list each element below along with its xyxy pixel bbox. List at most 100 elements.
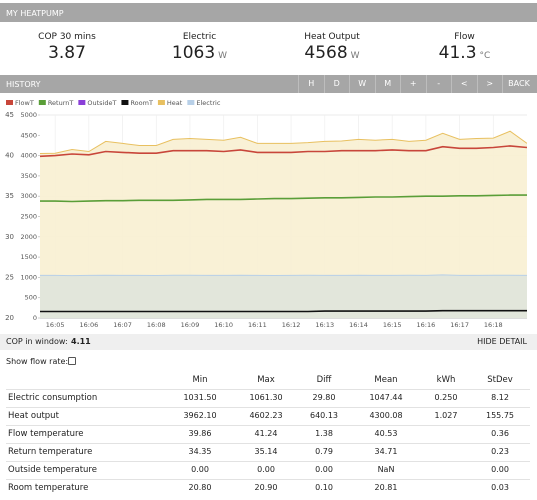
history-title: HISTORY — [6, 80, 41, 89]
y-tick-label: 35 — [5, 192, 14, 200]
x-tick-label: 16:08 — [147, 321, 166, 329]
cell: 1.027 — [434, 411, 458, 420]
x-tick-label: 16:13 — [315, 321, 334, 329]
x-tick-label: 16:18 — [484, 321, 503, 329]
cell: 0.00 — [191, 465, 209, 474]
y-tick-label: 30 — [5, 233, 14, 241]
column-header: Min — [192, 375, 208, 385]
x-tick-label: 16:11 — [248, 321, 267, 329]
row-separator — [6, 389, 530, 390]
cell: 34.71 — [374, 447, 398, 456]
cell: 1.38 — [315, 429, 333, 438]
cell: 155.75 — [486, 411, 514, 420]
cell: 8.12 — [491, 393, 509, 402]
cell: 0.00 — [491, 465, 509, 474]
history-button[interactable]: H — [298, 75, 324, 93]
line — [40, 274, 527, 277]
cell: 41.24 — [254, 429, 278, 438]
stat-value: 1063 W — [140, 43, 260, 63]
row-separator — [6, 461, 530, 462]
history-bar: HISTORY H D W M + - < > BACK — [0, 75, 537, 93]
cell: 0.79 — [315, 447, 333, 456]
cell: 4602.23 — [249, 411, 283, 420]
x-tick-label: 16:07 — [113, 321, 132, 329]
y2-tick-label: 2500 — [20, 213, 37, 221]
row-label: Outside temperature — [8, 465, 97, 475]
y2-tick-label: 5000 — [20, 111, 37, 119]
x-tick-label: 16:10 — [214, 321, 233, 329]
cell: 39.86 — [188, 429, 212, 438]
cell: 0.03 — [491, 483, 509, 492]
stat-label: COP 30 mins — [38, 32, 96, 42]
legend-label: Heat — [167, 99, 183, 107]
cell: 35.14 — [254, 447, 278, 456]
cell: 1061.30 — [249, 393, 283, 402]
legend-label: OutsideT — [87, 99, 116, 107]
cell: 4300.08 — [369, 411, 403, 420]
history-button[interactable]: + — [400, 75, 426, 93]
legend-label: RoomT — [130, 99, 153, 107]
history-button[interactable]: W — [349, 75, 375, 93]
row-label: Return temperature — [8, 447, 93, 457]
history-button[interactable]: M — [374, 75, 401, 93]
y2-tick-label: 3000 — [20, 192, 37, 200]
line — [40, 194, 527, 203]
cell: 3962.10 — [183, 411, 217, 420]
stat-number: 3.87 — [48, 43, 86, 63]
column-header: Mean — [374, 375, 398, 385]
flow-rate-checkbox[interactable] — [68, 357, 76, 365]
chart: 20 25 30 35 40 45 0 500 1000 1500 2000 2500 3000 3500… — [5, 99, 527, 329]
cell: 40.53 — [374, 429, 398, 438]
y2-tick-label: 2000 — [20, 233, 37, 241]
show-flow-rate-label: Show flow rate: — [6, 357, 69, 366]
y2-tick-label: 4500 — [20, 131, 37, 139]
x-tick-label: 16:09 — [181, 321, 200, 329]
cop-value: 4.11 — [71, 337, 91, 346]
legend-swatch — [187, 100, 195, 105]
y-tick-label: 40 — [5, 152, 14, 160]
cell: 640.13 — [310, 411, 338, 420]
legend-swatch — [38, 100, 46, 105]
y2-tick-label: 1500 — [20, 253, 37, 261]
cell: 0.250 — [434, 393, 458, 402]
stat-number: 1063 — [171, 43, 216, 63]
area — [40, 274, 527, 318]
history-button[interactable]: BACK — [502, 75, 535, 93]
stat-unit: W — [218, 51, 228, 61]
y2-tick-label: 3500 — [20, 172, 37, 180]
y2-tick-label: 1000 — [20, 273, 37, 281]
column-header: StDev — [487, 375, 513, 385]
cell: 29.80 — [312, 393, 336, 402]
legend-label: ReturnT — [48, 99, 74, 107]
x-tick-label: 16:14 — [349, 321, 368, 329]
history-button[interactable]: - — [425, 75, 452, 93]
cell: 20.90 — [254, 483, 278, 492]
cell: 34.35 — [188, 447, 212, 456]
hide-detail-button[interactable]: HIDE DETAIL — [477, 337, 527, 346]
area — [40, 131, 527, 318]
row-separator — [6, 443, 530, 444]
cell: 1047.44 — [369, 393, 403, 402]
x-tick-label: 16:17 — [450, 321, 469, 329]
legend-label: Electric — [196, 99, 221, 107]
stat-label: Flow — [454, 32, 475, 42]
legend-swatch — [78, 100, 86, 105]
history-button[interactable]: < — [451, 75, 477, 93]
header-title: MY HEATPUMP — [6, 9, 64, 18]
history-button[interactable]: > — [476, 75, 503, 93]
stat-unit: W — [350, 51, 360, 61]
legend-swatch — [157, 100, 165, 105]
stat-unit: °C — [479, 51, 491, 61]
cell: 0.23 — [491, 447, 509, 456]
row-label: Heat output — [8, 411, 59, 421]
legend-swatch — [6, 100, 13, 105]
y-tick-label: 20 — [5, 314, 14, 322]
cell: 20.81 — [374, 483, 398, 492]
cell: 0.00 — [257, 465, 275, 474]
plot — [40, 130, 527, 318]
y2-tick-label: 500 — [25, 294, 37, 302]
x-tick-label: 16:05 — [46, 321, 65, 329]
history-button[interactable]: D — [323, 75, 350, 93]
cop-bar: COP in window: 4.11 HIDE DETAIL — [0, 334, 537, 350]
cell: 20.80 — [188, 483, 212, 492]
